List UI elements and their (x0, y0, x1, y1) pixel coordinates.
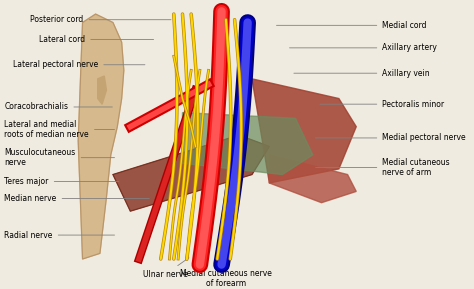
Polygon shape (182, 113, 313, 175)
Text: Ulnar nerve: Ulnar nerve (143, 258, 189, 279)
Polygon shape (113, 135, 269, 211)
Text: Coracobrachialis: Coracobrachialis (4, 103, 112, 112)
Text: Median nerve: Median nerve (4, 194, 149, 203)
Text: Medial cutaneous nerve
of forearm: Medial cutaneous nerve of forearm (180, 262, 272, 288)
Polygon shape (98, 76, 107, 104)
Text: Medial cord: Medial cord (276, 21, 427, 30)
Text: Axillary vein: Axillary vein (294, 69, 430, 78)
Text: Posterior cord: Posterior cord (30, 15, 171, 24)
Text: Axillary artery: Axillary artery (290, 43, 437, 52)
Text: Lateral cord: Lateral cord (39, 35, 154, 44)
Text: Lateral and medial
roots of median nerve: Lateral and medial roots of median nerve (4, 120, 115, 139)
Polygon shape (78, 14, 124, 259)
Text: Radial nerve: Radial nerve (4, 231, 115, 240)
Polygon shape (269, 155, 356, 203)
Text: Medial cutaneous
nerve of arm: Medial cutaneous nerve of arm (316, 158, 450, 177)
Text: Lateral pectoral nerve: Lateral pectoral nerve (13, 60, 145, 69)
Text: Musculocutaneous
nerve: Musculocutaneous nerve (4, 148, 115, 167)
Polygon shape (252, 79, 356, 183)
Text: Pectoralis minor: Pectoralis minor (320, 100, 445, 109)
Text: Teres major: Teres major (4, 177, 119, 186)
Text: Medial pectoral nerve: Medial pectoral nerve (316, 134, 466, 142)
